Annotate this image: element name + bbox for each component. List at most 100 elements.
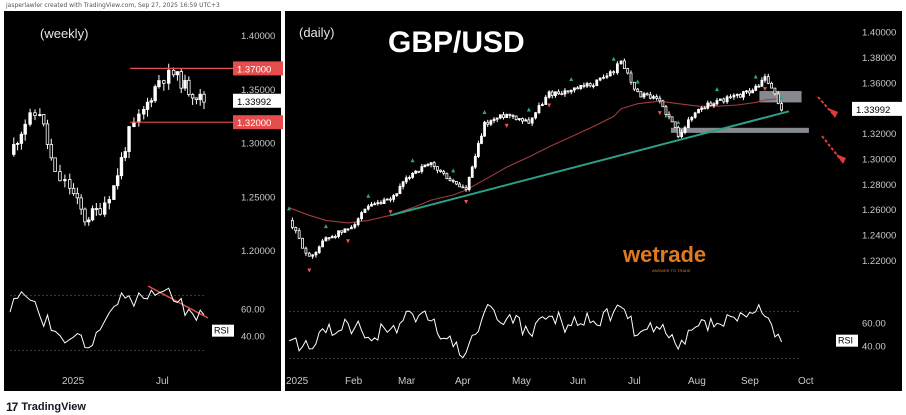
candle-body: [766, 76, 770, 84]
candle-body: [498, 114, 502, 119]
candle-body: [327, 237, 331, 240]
tradingview-brand: 17 TradingView: [6, 400, 86, 414]
candle-body: [537, 105, 541, 114]
candle-body: [517, 118, 521, 120]
candle-body: [324, 237, 328, 242]
candle-body: [49, 144, 53, 159]
candle-body: [376, 202, 380, 205]
candle-body: [417, 170, 421, 173]
candle-body: [579, 84, 583, 90]
candle-body: [626, 68, 630, 74]
swing-high-marker: [676, 120, 681, 125]
candle-body: [41, 114, 46, 125]
candle-body: [127, 126, 131, 152]
candle-body: [411, 172, 414, 178]
candle-body: [385, 198, 389, 201]
candle-body: [619, 60, 623, 65]
candle-body: [314, 252, 318, 256]
candle-body: [763, 76, 767, 81]
candle-body: [690, 116, 694, 121]
time-tick-label: Feb: [345, 376, 363, 387]
price-tick-label: 1.30000: [241, 139, 275, 150]
candle-body: [414, 170, 418, 174]
projection-arrow-line: [817, 96, 834, 115]
candle-body: [563, 90, 567, 95]
swing-high-marker: [526, 107, 531, 112]
candle-body: [735, 94, 739, 96]
daily-panel-background: [285, 11, 902, 391]
candle-body: [608, 71, 612, 77]
candle-body: [527, 119, 531, 124]
wetrade-watermark: wetrade ANSWER TO TRADE: [622, 242, 706, 273]
candle-body: [712, 103, 716, 107]
candle-body: [645, 93, 649, 96]
price-tick-label: 1.24000: [862, 231, 896, 242]
price-tick-label: 1.40000: [862, 28, 896, 39]
time-tick-label: Jun: [570, 376, 586, 387]
candle-body: [187, 79, 191, 95]
daily-price-series: [287, 56, 784, 273]
candle-body: [112, 185, 116, 200]
candle-body: [566, 90, 570, 93]
candle-body: [68, 179, 72, 189]
rsi-line: [288, 303, 783, 359]
weekly-price-series: [12, 63, 206, 226]
candle-body: [661, 100, 665, 108]
swing-high-marker: [753, 74, 758, 79]
candle-body: [132, 121, 136, 127]
candle-body: [307, 252, 311, 257]
swing-high-marker: [779, 94, 784, 99]
swing-low-marker: [346, 239, 351, 244]
candle-body: [700, 107, 704, 110]
candle-body: [780, 103, 783, 111]
candle-body: [79, 197, 83, 210]
chart-credit: jasperlawler created with TradingView.co…: [6, 2, 220, 9]
candle-body: [642, 93, 646, 98]
candle-body: [732, 94, 736, 98]
rsi-tick-label: 40.00: [241, 332, 265, 343]
candle-body: [439, 169, 442, 172]
candle-body: [738, 94, 742, 98]
swing-high-marker: [714, 87, 719, 92]
candle-body: [544, 96, 548, 105]
candle-body: [353, 224, 357, 228]
candle-body: [23, 123, 27, 135]
swing-high-marker: [287, 206, 291, 211]
rsi-label-box: [212, 324, 234, 337]
candle-body: [75, 193, 80, 199]
candle-body: [103, 202, 107, 215]
candle-body: [330, 236, 334, 239]
candle-body: [53, 157, 57, 172]
candle-body: [175, 71, 180, 76]
time-tick-label: May: [512, 376, 531, 387]
candle-body: [770, 82, 773, 89]
candle-body: [751, 89, 755, 94]
candle-body: [476, 143, 480, 157]
candle-body: [709, 102, 713, 107]
candle-body: [557, 91, 560, 95]
daily-time-axis: 2025 Feb Mar Apr May Jun Jul Aug Sep Oct: [286, 376, 814, 387]
candle-body: [458, 183, 462, 188]
weekly-price-axis: 1.40000 1.35000 1.30000 1.25000 1.20000 1.339…: [233, 31, 283, 257]
candle-body: [693, 112, 697, 118]
price-tick-label: 1.40000: [241, 31, 275, 42]
tradingview-logo: 17: [6, 400, 18, 414]
price-tick-label: 1.30000: [862, 155, 896, 166]
candle-body: [473, 156, 477, 168]
candle-body: [183, 79, 187, 89]
candle-body: [582, 84, 586, 87]
candle-body: [680, 132, 684, 138]
candle-body: [636, 88, 640, 92]
weekly-time-axis: 2025 Jul: [62, 376, 169, 387]
candle-body: [576, 87, 579, 90]
candle-body: [492, 118, 496, 122]
candle-body: [83, 208, 87, 223]
candle-body: [115, 175, 120, 187]
projection-arrow-head: [828, 108, 838, 118]
daily-rsi-pane: 60.00 40.00 RSI: [288, 303, 886, 359]
swing-low-marker: [504, 123, 509, 128]
rsi-tick-label: 40.00: [862, 342, 886, 353]
rsi-label: RSI: [214, 326, 229, 336]
swing-high-marker: [569, 77, 574, 82]
candle-body: [703, 107, 707, 110]
